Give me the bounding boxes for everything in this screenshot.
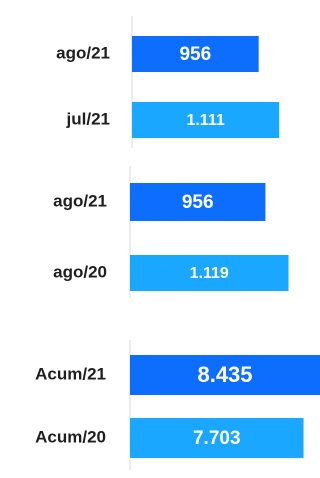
data-label: 1.119 [190, 265, 229, 282]
bar [132, 102, 280, 138]
chart-panel-1: ago/21 956 jul/21 1.111 [56, 16, 280, 148]
data-label: 1.111 [186, 112, 224, 129]
category-label: ago/21 [56, 43, 110, 62]
bar [130, 183, 266, 221]
category-label: ago/21 [53, 191, 107, 210]
bar [132, 36, 259, 72]
data-label: 956 [179, 44, 211, 65]
bar [130, 255, 289, 291]
chart-panel-3: Acum/21 8.435 Acum/20 7.703 [35, 340, 320, 470]
category-label: ago/20 [53, 262, 107, 281]
category-label: Acum/21 [35, 364, 106, 383]
bar [130, 355, 320, 395]
data-label: 956 [182, 192, 214, 213]
bar [130, 418, 304, 458]
data-label: 8.435 [197, 362, 252, 387]
category-label: jul/21 [66, 109, 110, 128]
category-label: Acum/20 [35, 427, 106, 446]
chart-panel-2: ago/21 956 ago/20 1.119 [53, 166, 289, 298]
data-label: 7.703 [193, 428, 241, 449]
